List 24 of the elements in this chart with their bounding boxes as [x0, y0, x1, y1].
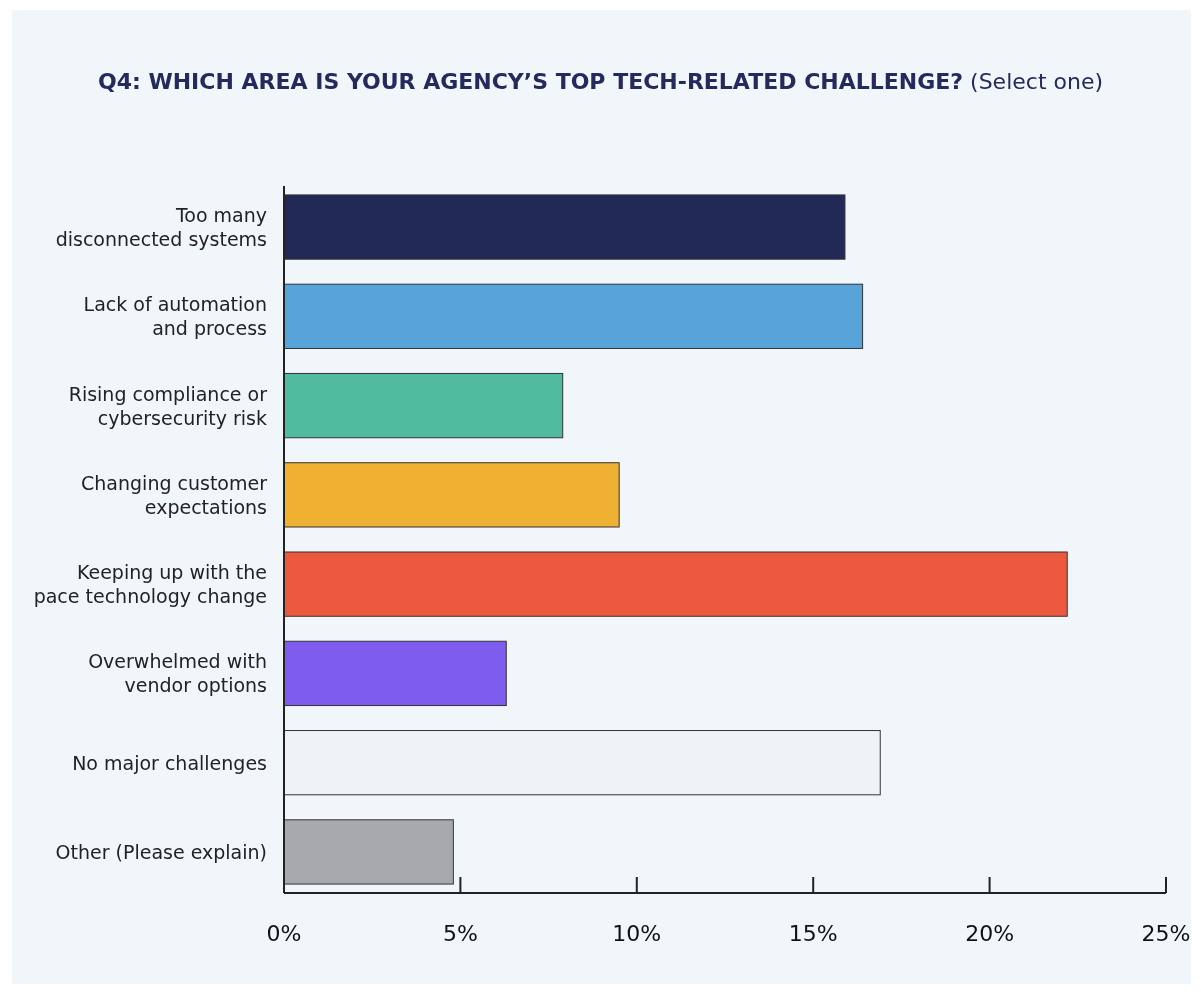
bar: [283, 819, 454, 885]
chart-subtitle: (Select one): [963, 69, 1104, 94]
x-tick-label: 0%: [266, 921, 302, 946]
bar: [283, 730, 881, 796]
bar: [283, 640, 507, 707]
x-tick-label: 15%: [788, 921, 838, 946]
bar: [283, 551, 1068, 617]
bar: [283, 372, 564, 439]
y-tick-label: Overwhelmed with vendor options: [88, 650, 267, 697]
bar: [283, 283, 864, 349]
y-tick-label: Rising compliance or cybersecurity risk: [68, 382, 268, 429]
y-tick-label: Changing customer expectations: [81, 471, 268, 518]
bar: [283, 194, 846, 260]
y-tick-label: Keeping up with the pace technology change: [33, 561, 267, 608]
y-tick-label: Other (Please explain): [55, 840, 267, 863]
y-tick-label: Too many disconnected systems: [55, 204, 267, 251]
x-tick-label: 25%: [1141, 921, 1191, 946]
y-tick-label: No major challenges: [72, 751, 267, 774]
x-tick-label: 5%: [442, 921, 478, 946]
y-tick-label: Lack of automation and process: [83, 293, 267, 340]
bar: [283, 462, 620, 528]
x-tick-label: 10%: [612, 921, 662, 946]
x-tick-label: 20%: [965, 921, 1015, 946]
chart-title: Q4: WHICH AREA IS YOUR AGENCY’S TOP TECH-RELATED CHALLENGE?: [97, 69, 964, 94]
